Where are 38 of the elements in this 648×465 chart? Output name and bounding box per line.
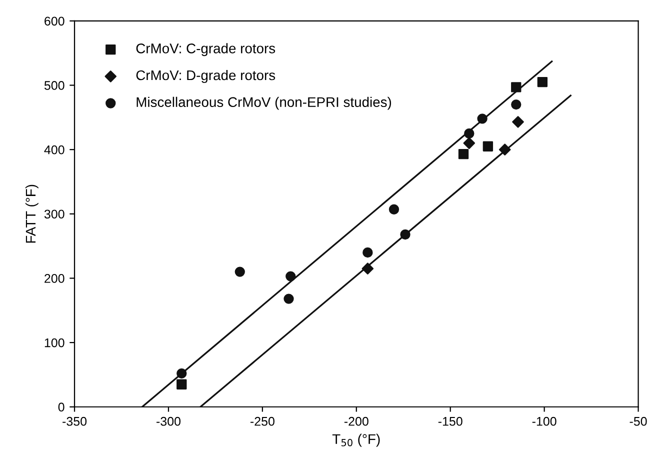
point [284,294,294,304]
x-axis-title: T$_{50}$ (°F) [332,434,380,447]
y-tick-label: 100 [44,338,64,348]
point [362,262,374,274]
legend-label: Miscellaneous CrMoV (non-EPRI studies) [136,96,392,110]
x-tick-label: -150 [438,416,462,426]
point [176,379,187,390]
x-tick-label: -200 [344,416,368,426]
x-tick-label: -50 [630,416,647,426]
x-tick-label: -350 [62,416,87,426]
y-tick-label: 400 [44,145,64,154]
point [511,82,522,92]
point [464,128,474,139]
point [458,148,469,160]
point [400,229,410,240]
point [537,76,548,88]
point [498,144,511,156]
point [477,114,488,124]
point [388,204,400,214]
point [482,141,494,152]
y-tick-label: 300 [44,210,64,219]
x-tick-label: -250 [250,416,274,426]
x-tick-label: -300 [156,416,180,426]
point [511,99,522,110]
point [176,368,187,379]
y-axis-title: FATT (°F) [25,184,38,243]
point [234,266,245,277]
point [512,116,524,128]
legend-label: CrMoV: D-grade rotors [136,70,276,83]
x-tick-label: -100 [532,416,556,426]
y-tick-label: 200 [44,274,64,283]
point [362,247,373,258]
legend-label: CrMoV: C-grade rotors [136,43,276,56]
y-tick-label: 500 [44,81,64,90]
point [286,271,296,282]
y-tick-label: 0 [58,402,64,412]
point [463,137,476,150]
y-tick-label: 600 [44,16,64,26]
